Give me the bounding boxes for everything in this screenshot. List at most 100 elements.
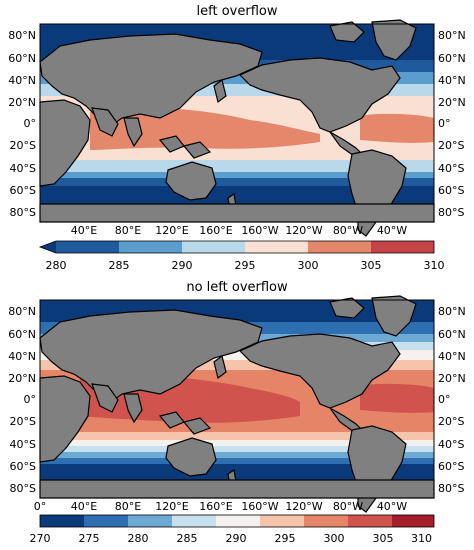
lat-label: 40°S — [10, 438, 36, 451]
lat-label: 60°S — [10, 184, 36, 197]
colorbar-tick: 295 — [275, 532, 296, 545]
lat-label: 60°S — [438, 184, 464, 197]
colorbar-tick: 305 — [361, 259, 382, 272]
colorbar-tick: 300 — [298, 259, 319, 272]
colorbar-tick: 300 — [324, 532, 345, 545]
map-title-top: left overflow — [196, 4, 278, 19]
lat-label: 40°S — [438, 162, 464, 175]
top-lat-labels-left: 80°N 60°N 40°N 20°N 0° 20°S 40°S 60°S 80… — [8, 29, 36, 219]
colorbar-tick: 270 — [30, 532, 51, 545]
lon-label: 80°E — [115, 500, 141, 513]
top-lon-labels: 40°E 80°E 120°E 160°E 160°W 120°W 80°W 4… — [71, 224, 408, 237]
lat-label: 20°S — [438, 415, 464, 428]
lat-label: 80°S — [438, 206, 464, 219]
colorbar-tick: 280 — [46, 259, 67, 272]
lon-label: 80°E — [115, 224, 141, 237]
colorbar-tick: 285 — [177, 532, 198, 545]
lon-label: 120°W — [285, 500, 322, 513]
lat-label: 80°S — [438, 482, 464, 495]
lon-label: 160°W — [241, 500, 278, 513]
lat-label: 20°N — [438, 372, 466, 385]
colorbar-tick: 305 — [373, 532, 394, 545]
lat-label: 60°N — [8, 52, 36, 65]
lat-label: 60°N — [438, 328, 466, 341]
colorbar-segment — [56, 241, 119, 253]
lat-label: 0° — [24, 117, 37, 130]
lat-label: 0° — [24, 393, 37, 406]
lat-label: 80°N — [438, 29, 466, 42]
lat-label: 20°N — [8, 96, 36, 109]
bottom-colorbar: 270 275 280 285 290 295 300 305 310 — [30, 514, 435, 545]
lon-label: 40°E — [71, 224, 97, 237]
colorbar-segment — [216, 515, 260, 527]
colorbar-segment — [84, 515, 128, 527]
lat-label: 40°N — [8, 74, 36, 87]
colorbar-segment — [260, 515, 304, 527]
lat-label: 60°N — [438, 52, 466, 65]
lon-label: 160°E — [199, 500, 232, 513]
lat-label: 0° — [438, 393, 451, 406]
colorbar-segment — [182, 241, 245, 253]
lon-label: 40°W — [377, 224, 407, 237]
lon-label: 80°W — [333, 500, 363, 513]
bottom-map-frame — [39, 299, 435, 499]
lon-label: 40°W — [377, 500, 407, 513]
lon-label: 120°E — [155, 224, 188, 237]
lat-label: 20°S — [10, 139, 36, 152]
bottom-lon-labels: 0° 40°E 80°E 120°E 160°E 160°W 120°W 80°… — [34, 500, 408, 513]
lon-label: 80°W — [333, 224, 363, 237]
lat-label: 40°S — [438, 438, 464, 451]
lon-label: 160°W — [241, 224, 278, 237]
colorbar-tick: 290 — [172, 259, 193, 272]
top-map-frame — [39, 23, 435, 223]
lon-label: 40°E — [71, 500, 97, 513]
lat-label: 20°S — [10, 415, 36, 428]
lat-label: 20°S — [438, 139, 464, 152]
lat-label: 0° — [438, 117, 451, 130]
colorbar-tick: 290 — [226, 532, 247, 545]
bottom-map — [39, 295, 435, 513]
colorbar-segment — [371, 241, 434, 253]
colorbar-segment — [308, 241, 371, 253]
top-map — [39, 19, 435, 237]
lat-label: 80°N — [8, 29, 36, 42]
lat-label: 80°N — [8, 305, 36, 318]
colorbar-segment — [348, 515, 392, 527]
lon-label: 120°W — [285, 224, 322, 237]
colorbar-tick: 285 — [109, 259, 130, 272]
colorbar-segment — [40, 515, 84, 527]
top-lat-labels-right: 80°N 60°N 40°N 20°N 0° 20°S 40°S 60°S 80… — [438, 29, 466, 219]
top-colorbar: 280 285 290 295 300 305 310 — [38, 240, 445, 272]
colorbar-tick: 310 — [424, 259, 445, 272]
colorbar-tick: 280 — [128, 532, 149, 545]
lat-label: 60°S — [438, 460, 464, 473]
colorbar-segment — [245, 241, 308, 253]
lat-label: 40°N — [438, 350, 466, 363]
colorbar-segment — [119, 241, 182, 253]
lat-label: 60°N — [8, 328, 36, 341]
bottom-lat-labels-left: 80°N 60°N 40°N 20°N 0° 20°S 40°S 60°S 80… — [8, 305, 36, 495]
lat-label: 40°S — [10, 162, 36, 175]
lon-label: 160°E — [199, 224, 232, 237]
lat-label: 40°N — [8, 350, 36, 363]
colorbar-tick: 275 — [79, 532, 100, 545]
bottom-lat-labels-right: 80°N 60°N 40°N 20°N 0° 20°S 40°S 60°S 80… — [438, 305, 466, 495]
lat-label: 80°S — [10, 206, 36, 219]
lat-label: 20°N — [8, 372, 36, 385]
lon-label: 120°E — [155, 500, 188, 513]
lat-label: 60°S — [10, 460, 36, 473]
lat-label: 80°N — [438, 305, 466, 318]
colorbar-segment — [172, 515, 216, 527]
lat-label: 20°N — [438, 96, 466, 109]
lat-label: 40°N — [438, 74, 466, 87]
lon-label: 0° — [34, 500, 47, 513]
colorbar-under-arrow — [40, 241, 56, 253]
colorbar-tick: 295 — [235, 259, 256, 272]
map-title-bottom: no left overflow — [186, 280, 288, 295]
colorbar-segment — [128, 515, 172, 527]
colorbar-segment — [392, 515, 434, 527]
colorbar-segment — [304, 515, 348, 527]
colorbar-tick: 310 — [411, 532, 432, 545]
lat-label: 80°S — [10, 482, 36, 495]
